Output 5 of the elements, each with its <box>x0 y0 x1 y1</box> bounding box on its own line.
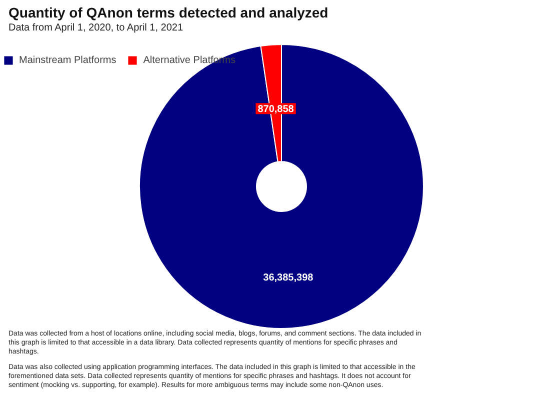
data-label: 36,385,398 <box>263 272 314 284</box>
legend-label: Mainstream Platforms <box>19 54 116 66</box>
chart-title: Quantity of QAnon terms detected and analyzed <box>8 4 328 20</box>
chart-subtitle: Data from April 1, 2020, to April 1, 2021 <box>8 22 184 34</box>
data-label: 870,858 <box>258 104 294 116</box>
